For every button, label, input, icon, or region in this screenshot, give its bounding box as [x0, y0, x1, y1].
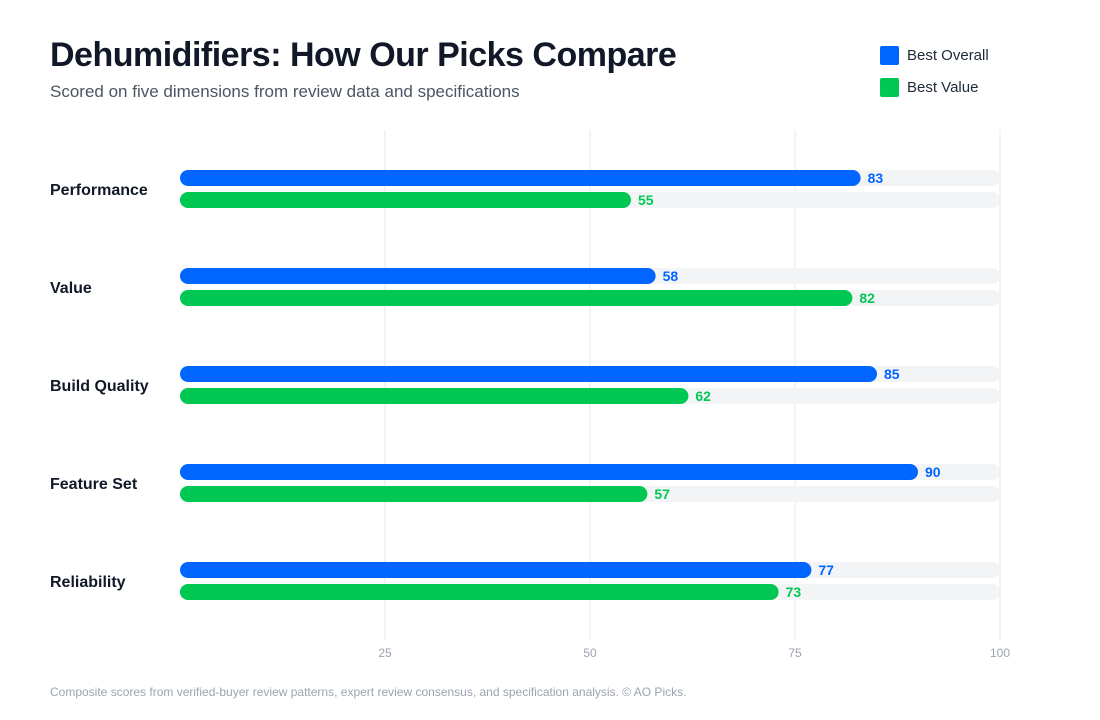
x-tick-label-50: 50 — [583, 646, 597, 660]
labels-layer: 25 50 75 100 Performance 83 55 Value 58 82 Build Q… — [50, 170, 1010, 660]
category-label-reliability: Reliability — [50, 574, 126, 591]
bars-layer — [180, 170, 1000, 600]
chart-subtitle: Scored on five dimensions from review da… — [50, 82, 520, 101]
value-label-build-quality-best-value: 62 — [695, 388, 711, 404]
bar-performance-best-value — [180, 192, 631, 208]
bar-build-quality-best-overall — [180, 366, 877, 382]
legend-label-best-overall: Best Overall — [907, 46, 989, 64]
value-label-feature-set-best-overall: 90 — [925, 464, 941, 480]
x-tick-label-75: 75 — [788, 646, 802, 660]
value-label-feature-set-best-value: 57 — [654, 486, 670, 502]
value-label-value-best-overall: 58 — [663, 268, 679, 284]
legend: Best Overall Best Value — [880, 45, 989, 109]
x-tick-label-25: 25 — [378, 646, 392, 660]
grid-layer — [384, 130, 1001, 640]
x-tick-label-100: 100 — [990, 646, 1010, 660]
value-label-reliability-best-value: 73 — [786, 584, 802, 600]
value-label-reliability-best-overall: 77 — [818, 562, 834, 578]
bar-feature-set-best-value — [180, 486, 648, 502]
legend-swatch-best-value — [880, 77, 899, 97]
footnote: Composite scores from verified-buyer rev… — [50, 685, 687, 699]
category-label-performance: Performance — [50, 182, 148, 199]
legend-swatch-best-overall — [880, 45, 899, 65]
bar-value-best-value — [180, 290, 853, 306]
chart-title: Dehumidifiers: How Our Picks Compare — [50, 36, 677, 74]
bar-feature-set-best-overall — [180, 464, 918, 480]
legend-label-best-value: Best Value — [907, 78, 979, 96]
value-label-performance-best-value: 55 — [638, 192, 654, 208]
bar-reliability-best-value — [180, 584, 779, 600]
value-label-value-best-value: 82 — [859, 290, 875, 306]
category-label-value: Value — [50, 280, 92, 297]
bar-performance-best-overall — [180, 170, 861, 186]
value-label-performance-best-overall: 83 — [868, 170, 884, 186]
value-label-build-quality-best-overall: 85 — [884, 366, 900, 382]
category-label-feature-set: Feature Set — [50, 476, 138, 493]
category-label-build-quality: Build Quality — [50, 378, 149, 395]
legend-item-best-overall: Best Overall — [880, 45, 989, 65]
bar-reliability-best-overall — [180, 562, 812, 578]
bar-value-best-overall — [180, 268, 656, 284]
bar-build-quality-best-value — [180, 388, 689, 404]
legend-item-best-value: Best Value — [880, 77, 989, 97]
